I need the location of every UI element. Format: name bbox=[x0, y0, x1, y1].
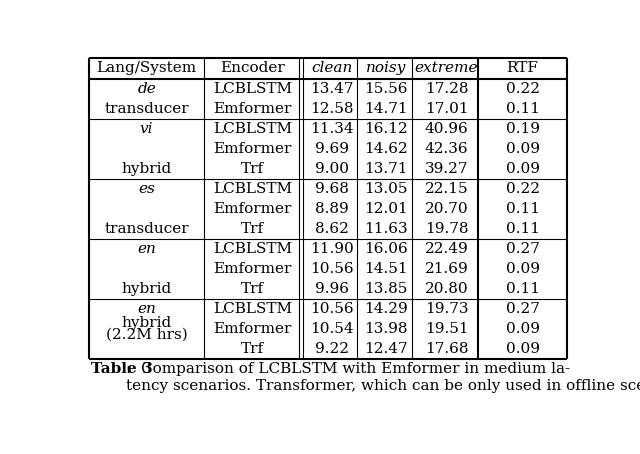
Text: 0.11: 0.11 bbox=[506, 202, 540, 216]
Text: Trf: Trf bbox=[241, 282, 264, 296]
Text: 0.11: 0.11 bbox=[506, 102, 540, 116]
Text: noisy: noisy bbox=[366, 61, 406, 75]
Text: hybrid: hybrid bbox=[122, 282, 172, 296]
Text: 14.51: 14.51 bbox=[364, 262, 408, 276]
Text: 0.22: 0.22 bbox=[506, 182, 540, 196]
Text: 0.19: 0.19 bbox=[506, 122, 540, 136]
Text: Emformer: Emformer bbox=[213, 102, 292, 116]
Text: 17.28: 17.28 bbox=[425, 82, 468, 96]
Text: (2.2M hrs): (2.2M hrs) bbox=[106, 327, 188, 341]
Text: Encoder: Encoder bbox=[220, 61, 285, 75]
Text: 19.78: 19.78 bbox=[425, 222, 468, 236]
Text: Lang/System: Lang/System bbox=[97, 61, 196, 75]
Text: 14.62: 14.62 bbox=[364, 142, 408, 156]
Text: 11.90: 11.90 bbox=[310, 242, 354, 256]
Text: 13.98: 13.98 bbox=[364, 322, 408, 336]
Text: RTF: RTF bbox=[507, 61, 538, 75]
Text: 22.15: 22.15 bbox=[425, 182, 468, 196]
Text: 0.09: 0.09 bbox=[506, 142, 540, 156]
Text: 11.63: 11.63 bbox=[364, 222, 408, 236]
Text: 12.47: 12.47 bbox=[364, 342, 408, 355]
Text: 0.22: 0.22 bbox=[506, 82, 540, 96]
Text: LCBLSTM: LCBLSTM bbox=[213, 82, 292, 96]
Text: 12.58: 12.58 bbox=[310, 102, 354, 116]
Text: es: es bbox=[138, 182, 155, 196]
Text: Trf: Trf bbox=[241, 342, 264, 355]
Text: 20.80: 20.80 bbox=[425, 282, 468, 296]
Text: 13.85: 13.85 bbox=[364, 282, 408, 296]
Text: transducer: transducer bbox=[104, 222, 189, 236]
Text: de: de bbox=[137, 82, 156, 96]
Text: 15.56: 15.56 bbox=[364, 82, 408, 96]
Text: 16.06: 16.06 bbox=[364, 242, 408, 256]
Text: 16.12: 16.12 bbox=[364, 122, 408, 136]
Text: 20.70: 20.70 bbox=[425, 202, 468, 216]
Text: LCBLSTM: LCBLSTM bbox=[213, 242, 292, 256]
Text: 0.11: 0.11 bbox=[506, 222, 540, 236]
Text: 19.73: 19.73 bbox=[425, 302, 468, 316]
Text: transducer: transducer bbox=[104, 102, 189, 116]
Text: 0.11: 0.11 bbox=[506, 282, 540, 296]
Text: Emformer: Emformer bbox=[213, 322, 292, 336]
Text: en: en bbox=[137, 242, 156, 256]
Text: 9.68: 9.68 bbox=[316, 182, 349, 196]
Text: hybrid: hybrid bbox=[122, 316, 172, 330]
Text: 9.22: 9.22 bbox=[316, 342, 349, 355]
Text: clean: clean bbox=[312, 61, 353, 75]
Text: 8.89: 8.89 bbox=[316, 202, 349, 216]
Text: Emformer: Emformer bbox=[213, 262, 292, 276]
Text: 17.68: 17.68 bbox=[425, 342, 468, 355]
Text: LCBLSTM: LCBLSTM bbox=[213, 122, 292, 136]
Text: 8.62: 8.62 bbox=[316, 222, 349, 236]
Text: 0.09: 0.09 bbox=[506, 342, 540, 355]
Text: Emformer: Emformer bbox=[213, 202, 292, 216]
Text: 13.71: 13.71 bbox=[364, 162, 408, 176]
Text: 13.05: 13.05 bbox=[364, 182, 408, 196]
Text: hybrid: hybrid bbox=[122, 162, 172, 176]
Text: :  Comparison of LCBLSTM with Emformer in medium la-
tency scenarios. Transforme: : Comparison of LCBLSTM with Emformer in… bbox=[127, 362, 640, 393]
Text: 9.69: 9.69 bbox=[316, 142, 349, 156]
Text: 9.96: 9.96 bbox=[316, 282, 349, 296]
Text: 39.27: 39.27 bbox=[425, 162, 468, 176]
Text: extreme: extreme bbox=[415, 61, 478, 75]
Text: Table 3: Table 3 bbox=[91, 362, 152, 376]
Text: 12.01: 12.01 bbox=[364, 202, 408, 216]
Text: vi: vi bbox=[140, 122, 154, 136]
Text: 0.09: 0.09 bbox=[506, 262, 540, 276]
Text: 19.51: 19.51 bbox=[425, 322, 468, 336]
Text: Emformer: Emformer bbox=[213, 142, 292, 156]
Text: LCBLSTM: LCBLSTM bbox=[213, 302, 292, 316]
Text: Trf: Trf bbox=[241, 162, 264, 176]
Text: 40.96: 40.96 bbox=[425, 122, 468, 136]
Text: 10.56: 10.56 bbox=[310, 302, 354, 316]
Text: 17.01: 17.01 bbox=[425, 102, 468, 116]
Text: 13.47: 13.47 bbox=[310, 82, 354, 96]
Text: 42.36: 42.36 bbox=[425, 142, 468, 156]
Text: 22.49: 22.49 bbox=[425, 242, 468, 256]
Text: 0.09: 0.09 bbox=[506, 322, 540, 336]
Text: 21.69: 21.69 bbox=[425, 262, 468, 276]
Text: 14.71: 14.71 bbox=[364, 102, 408, 116]
Text: LCBLSTM: LCBLSTM bbox=[213, 182, 292, 196]
Text: 0.27: 0.27 bbox=[506, 242, 540, 256]
Text: 9.00: 9.00 bbox=[316, 162, 349, 176]
Text: 10.54: 10.54 bbox=[310, 322, 354, 336]
Text: Trf: Trf bbox=[241, 222, 264, 236]
Text: 14.29: 14.29 bbox=[364, 302, 408, 316]
Text: 11.34: 11.34 bbox=[310, 122, 354, 136]
Text: 0.27: 0.27 bbox=[506, 302, 540, 316]
Text: 10.56: 10.56 bbox=[310, 262, 354, 276]
Text: 0.09: 0.09 bbox=[506, 162, 540, 176]
Text: en: en bbox=[137, 302, 156, 316]
